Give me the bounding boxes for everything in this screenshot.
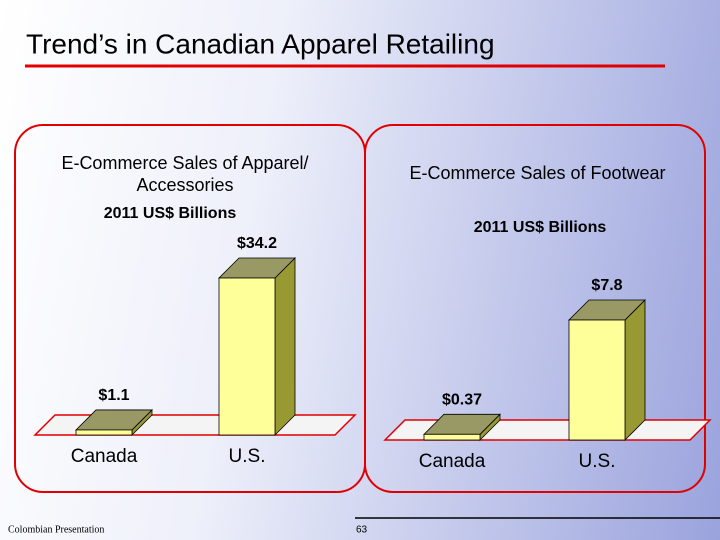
value-label: $34.2 xyxy=(237,235,277,252)
panel xyxy=(364,124,706,493)
bar xyxy=(568,319,626,441)
bar xyxy=(423,433,481,441)
category-label: U.S. xyxy=(579,451,616,472)
chart-subtitle: 2011 US$ Billions xyxy=(473,219,607,236)
category-label: U.S. xyxy=(229,446,266,467)
chart-subtitle: 2011 US$ Billions xyxy=(103,205,237,222)
bar-side xyxy=(274,257,296,436)
value-label: $1.1 xyxy=(98,387,129,404)
bar xyxy=(75,429,133,436)
value-label: $7.8 xyxy=(591,277,622,294)
footer-text: Colombian Presentation xyxy=(8,524,104,535)
chart-title: E-Commerce Sales of Footwear xyxy=(409,163,666,183)
value-label: $0.37 xyxy=(442,392,482,409)
category-label: Canada xyxy=(419,451,486,472)
bar xyxy=(218,277,276,436)
chart-title: E-Commerce Sales of Apparel/ Accessories xyxy=(61,153,309,195)
bar-side xyxy=(624,299,646,441)
category-label: Canada xyxy=(71,446,138,467)
slide-title: Trend’s in Canadian Apparel Retailing xyxy=(26,28,495,59)
page-number: 63 xyxy=(356,525,368,536)
